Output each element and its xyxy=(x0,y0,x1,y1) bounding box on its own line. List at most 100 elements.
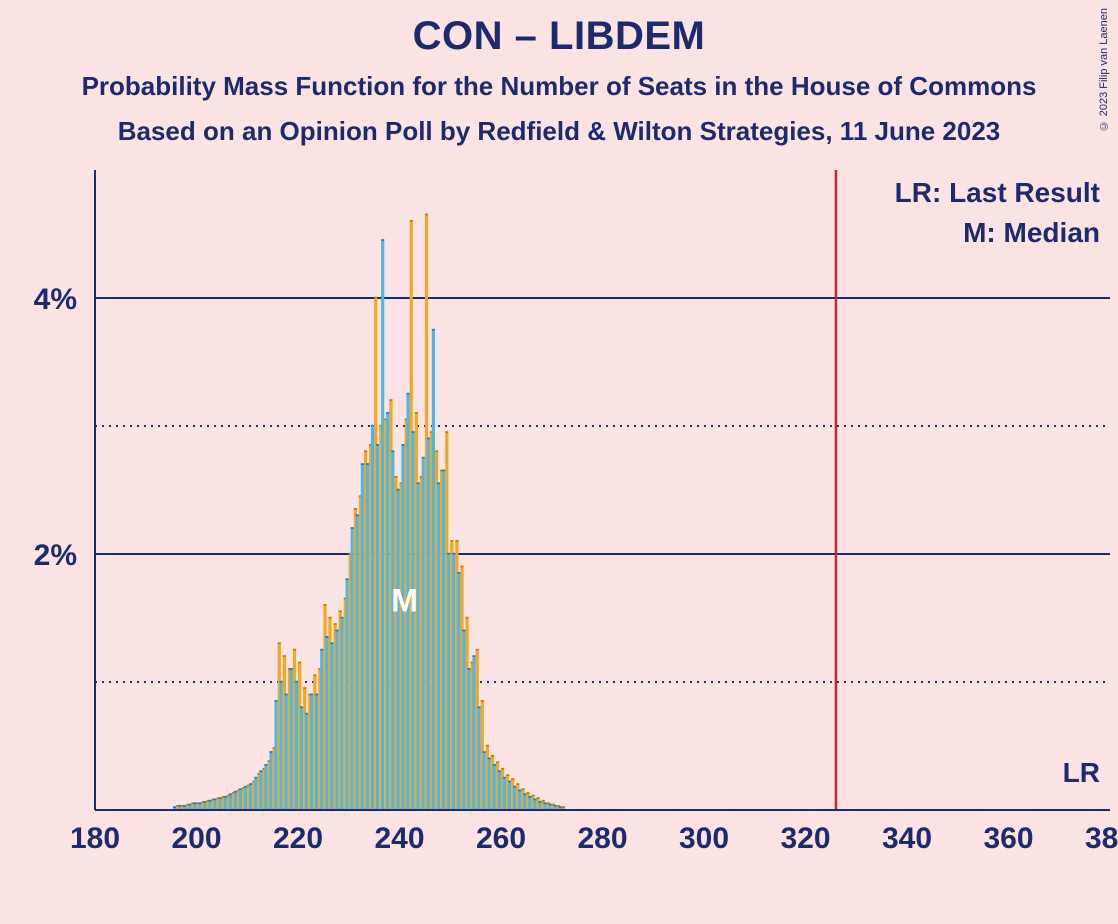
bar-cap xyxy=(445,431,448,433)
bar-blue xyxy=(300,708,303,810)
bar-blue xyxy=(351,528,354,810)
bar-cap xyxy=(391,450,394,452)
bar-cap xyxy=(508,781,511,783)
bar-blue xyxy=(310,695,313,810)
x-tick-label: 220 xyxy=(273,822,323,855)
bar-blue xyxy=(523,795,526,810)
bar-cap xyxy=(203,801,206,803)
bar-cap xyxy=(432,329,435,331)
bar-cap xyxy=(259,770,262,772)
plot-area: 1802002202402602803003203403603802%4%LR:… xyxy=(95,170,1110,855)
bar-blue xyxy=(503,778,506,810)
bar-blue xyxy=(264,765,267,810)
x-tick-label: 260 xyxy=(476,822,526,855)
bar-cap xyxy=(549,804,552,806)
bar-cap xyxy=(528,796,531,798)
bar-blue xyxy=(417,484,420,810)
bar-cap xyxy=(239,788,242,790)
bar-cap xyxy=(406,393,409,395)
bar-cap xyxy=(503,777,506,779)
bar-cap xyxy=(295,681,298,683)
bar-cap xyxy=(224,796,227,798)
bar-cap xyxy=(188,804,191,806)
bar-blue xyxy=(538,802,541,810)
bar-blue xyxy=(340,618,343,810)
bar-blue xyxy=(427,439,430,810)
copyright-text: © 2023 Filip van Laenen xyxy=(1098,8,1110,131)
bar-cap xyxy=(501,768,504,770)
bar-blue xyxy=(346,580,349,810)
bar-cap xyxy=(452,553,455,555)
bar-cap xyxy=(465,617,468,619)
bar-blue xyxy=(376,445,379,810)
legend-lr: LR: Last Result xyxy=(895,177,1100,208)
bar-blue xyxy=(381,240,384,810)
bar-cap xyxy=(472,655,475,657)
bar-cap xyxy=(280,681,283,683)
subtitle1-text: Probability Mass Function for the Number… xyxy=(82,71,1037,101)
bar-blue xyxy=(467,669,470,810)
x-tick-label: 360 xyxy=(983,822,1033,855)
bar-blue xyxy=(518,791,521,810)
bar-blue xyxy=(386,413,389,810)
bar-blue xyxy=(249,784,252,810)
bar-cap xyxy=(290,668,293,670)
bar-blue xyxy=(533,800,536,810)
bar-cap xyxy=(491,755,494,757)
bar-blue xyxy=(447,554,450,810)
x-tick-label: 340 xyxy=(882,822,932,855)
plot-svg: 1802002202402602803003203403603802%4%LR:… xyxy=(95,170,1110,855)
bar-cap xyxy=(427,438,430,440)
bar-blue xyxy=(498,772,501,810)
bar-cap xyxy=(198,802,201,804)
bar-blue xyxy=(462,631,465,810)
bar-blue xyxy=(290,669,293,810)
bar-cap xyxy=(330,642,333,644)
chart-subtitle-2: Based on an Opinion Poll by Redfield & W… xyxy=(0,116,1118,147)
bar-cap xyxy=(394,476,397,478)
subtitle2-text: Based on an Opinion Poll by Redfield & W… xyxy=(118,116,1001,146)
bar-cap xyxy=(422,457,425,459)
bar-cap xyxy=(523,793,526,795)
bar-blue xyxy=(280,682,283,810)
bar-cap xyxy=(278,642,281,644)
bar-blue xyxy=(493,765,496,810)
bar-cap xyxy=(488,758,491,760)
bar-cap xyxy=(496,761,499,763)
bar-cap xyxy=(559,806,562,808)
bar-cap xyxy=(511,778,514,780)
bar-cap xyxy=(293,649,296,651)
bar-blue xyxy=(478,708,481,810)
bar-cap xyxy=(300,706,303,708)
bar-cap xyxy=(374,297,377,299)
bar-cap xyxy=(320,649,323,651)
bar-blue xyxy=(437,484,440,810)
bar-cap xyxy=(457,572,460,574)
bar-cap xyxy=(303,687,306,689)
bar-cap xyxy=(386,412,389,414)
bar-cap xyxy=(356,514,359,516)
bar-blue xyxy=(508,782,511,810)
bar-cap xyxy=(417,482,420,484)
bar-cap xyxy=(478,706,481,708)
bar-cap xyxy=(234,791,237,793)
bar-blue xyxy=(335,631,338,810)
y-tick-label: 2% xyxy=(34,539,77,572)
bar-blue xyxy=(371,426,374,810)
bar-blue xyxy=(356,516,359,810)
lr-marker: LR xyxy=(1063,757,1100,788)
bar-cap xyxy=(435,450,438,452)
bar-cap xyxy=(554,805,557,807)
bar-cap xyxy=(389,399,392,401)
bar-cap xyxy=(339,610,342,612)
bar-cap xyxy=(538,801,541,803)
bar-cap xyxy=(244,786,247,788)
bar-cap xyxy=(462,630,465,632)
bar-blue xyxy=(234,792,237,810)
bar-blue xyxy=(219,798,222,810)
bar-cap xyxy=(376,444,379,446)
bar-cap xyxy=(481,700,484,702)
bar-cap xyxy=(315,694,318,696)
x-tick-label: 380 xyxy=(1085,822,1118,855)
bar-blue xyxy=(401,445,404,810)
